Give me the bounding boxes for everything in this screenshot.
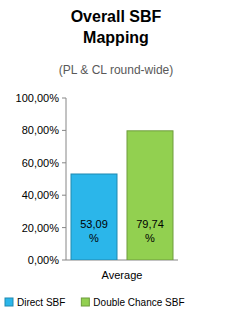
y-tick bbox=[62, 195, 66, 196]
legend-swatch bbox=[5, 298, 13, 306]
data-label-line: % bbox=[145, 232, 155, 244]
y-tick-label: 20,00% bbox=[22, 222, 60, 234]
bar bbox=[127, 131, 173, 260]
title: Overall SBF Mapping bbox=[71, 8, 162, 46]
y-tick bbox=[62, 130, 66, 131]
data-label-line: 53,09 bbox=[80, 218, 108, 230]
legend-label: Direct SBF bbox=[17, 297, 65, 308]
legend: Direct SBF Double Chance SBF bbox=[5, 297, 185, 308]
y-tick bbox=[62, 227, 66, 228]
title-line: Mapping bbox=[83, 29, 149, 46]
y-tick-label: 100,00% bbox=[16, 92, 60, 104]
y-tick-label: 40,00% bbox=[22, 189, 60, 201]
title-line: Overall SBF bbox=[71, 8, 162, 25]
data-label: 53,09% bbox=[80, 218, 108, 244]
y-tick bbox=[62, 98, 66, 99]
category-label: Average bbox=[102, 269, 143, 281]
y-tick bbox=[62, 260, 66, 261]
bar bbox=[71, 174, 117, 260]
chart: Overall SBF Mapping (PL & CL round-wide) 0,… bbox=[0, 0, 233, 335]
y-tick bbox=[62, 162, 66, 163]
bars bbox=[71, 131, 173, 260]
y-axis-line bbox=[66, 98, 67, 260]
y-tick-label: 80,00% bbox=[22, 124, 60, 136]
data-label-line: % bbox=[89, 232, 99, 244]
data-label-line: 79,74 bbox=[136, 218, 164, 230]
legend-label: Double Chance SBF bbox=[93, 297, 184, 308]
legend-swatch bbox=[81, 298, 89, 306]
subtitle: (PL & CL round-wide) bbox=[59, 63, 174, 77]
y-tick-label: 60,00% bbox=[22, 157, 60, 169]
data-label: 79,74% bbox=[136, 218, 164, 244]
y-tick-label: 0,00% bbox=[28, 254, 59, 266]
